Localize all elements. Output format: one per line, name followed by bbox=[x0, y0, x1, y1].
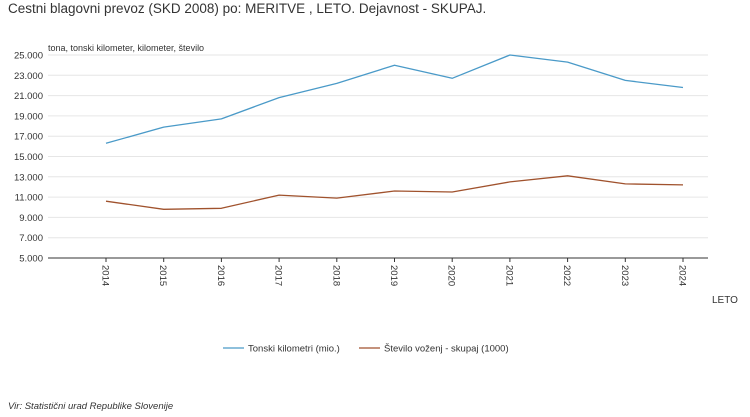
x-tick-label: 2021 bbox=[503, 265, 514, 286]
y-axis-label: tona, tonski kilometer, kilometer, števi… bbox=[48, 43, 204, 53]
y-tick-label: 25.000 bbox=[14, 51, 43, 62]
y-axis-ticks: 25.000 23.000 21.000 19.000 17.000 15.000 13.0… bbox=[14, 51, 43, 265]
x-axis-label: LETO bbox=[712, 295, 738, 306]
y-tick-label: 23.000 bbox=[14, 71, 43, 82]
gridlines bbox=[48, 54, 708, 239]
series-line-tonski-kilometri bbox=[105, 54, 684, 144]
series-line-stevilo-vozenj bbox=[105, 175, 684, 210]
y-tick-label: 5.000 bbox=[19, 254, 43, 265]
y-tick-label: 7.000 bbox=[19, 233, 43, 244]
legend: Tonski kilometri (mio.) Število voženj -… bbox=[223, 344, 509, 355]
x-tick-label: 2019 bbox=[388, 265, 399, 286]
x-tick-label: 2022 bbox=[561, 265, 572, 286]
y-tick-label: 11.000 bbox=[15, 193, 43, 204]
x-tick-label: 2014 bbox=[100, 265, 111, 286]
x-tick-label: 2017 bbox=[273, 265, 284, 286]
legend-label-voznje: Število voženj - skupaj (1000) bbox=[384, 344, 509, 355]
x-tick-label: 2023 bbox=[619, 265, 630, 286]
x-tick-label: 2020 bbox=[446, 265, 457, 286]
legend-label-tonski: Tonski kilometri (mio.) bbox=[248, 344, 340, 355]
y-tick-label: 13.000 bbox=[14, 172, 43, 183]
series-lines bbox=[105, 54, 684, 210]
y-tick-label: 9.000 bbox=[19, 213, 43, 224]
y-tick-label: 15.000 bbox=[14, 152, 43, 163]
source-note: Vir: Statistični urad Republike Slovenij… bbox=[8, 401, 174, 412]
chart-title: Cestni blagovni prevoz (SKD 2008) po: ME… bbox=[8, 1, 487, 16]
x-tick-label: 2018 bbox=[330, 265, 341, 286]
y-tick-label: 17.000 bbox=[14, 132, 43, 143]
x-tick-label: 2016 bbox=[215, 265, 226, 286]
x-tick-label: 2024 bbox=[677, 265, 688, 286]
x-axis-ticks: 2014 2015 2016 2017 2018 2019 2020 2021 2022 2023… bbox=[100, 258, 688, 286]
y-tick-label: 19.000 bbox=[14, 111, 43, 122]
x-tick-label: 2015 bbox=[157, 265, 168, 286]
y-tick-label: 21.000 bbox=[14, 91, 43, 102]
